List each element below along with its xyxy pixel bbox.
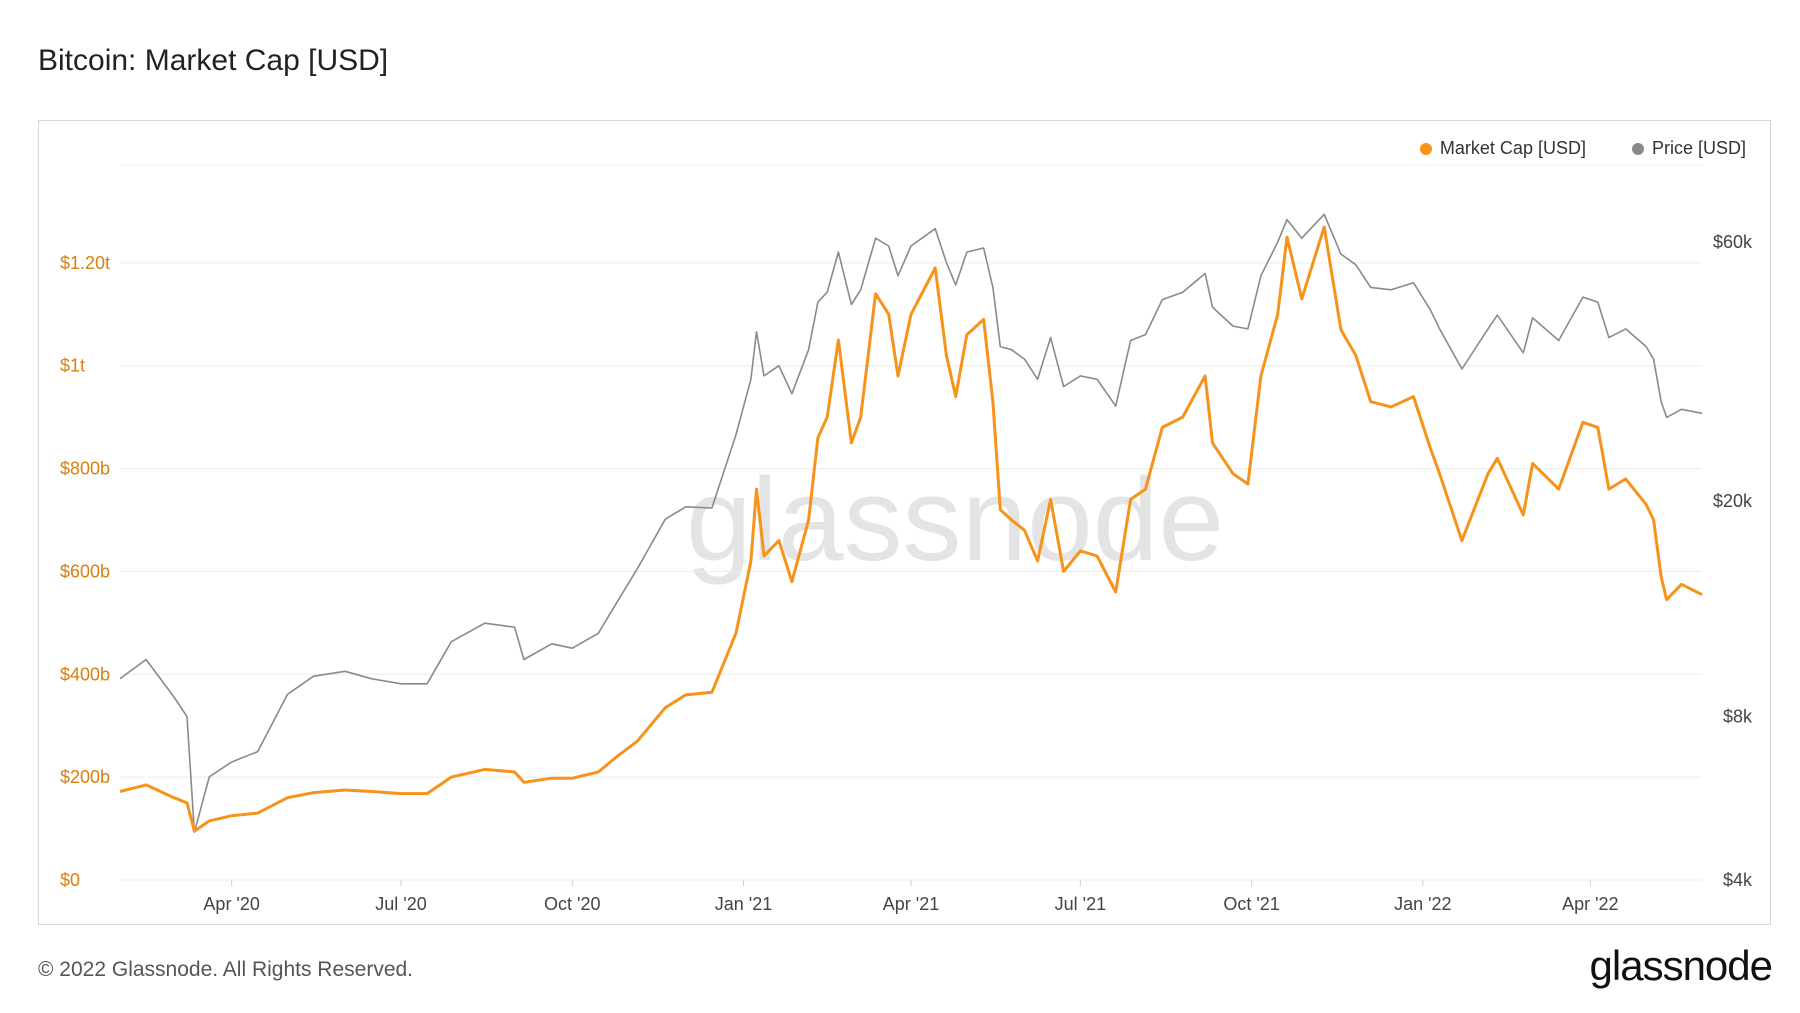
right-y-tick-label: $8k	[1723, 707, 1753, 727]
x-tick-label: Oct '21	[1223, 894, 1279, 914]
legend-label-market-cap: Market Cap [USD]	[1439, 138, 1586, 158]
series-lines	[119, 213, 1703, 833]
right-y-tick-label: $20k	[1713, 491, 1753, 511]
legend-dot-price	[1631, 142, 1644, 155]
x-tick-label: Jan '21	[715, 894, 772, 914]
right-y-axis: $4k $8k $20k $60k	[1713, 232, 1753, 890]
price-line	[119, 213, 1703, 833]
left-y-tick-label: $1.20t	[60, 253, 110, 273]
market-cap-line	[119, 225, 1703, 833]
legend-label-price: Price [USD]	[1651, 138, 1746, 158]
left-y-axis: $0 $200b $400b $600b $800b $1t $1.20t	[60, 253, 110, 890]
left-y-tick-label: $400b	[60, 664, 110, 684]
x-tick-label: Jul '20	[375, 894, 426, 914]
left-y-tick-label: $800b	[60, 459, 110, 479]
left-y-tick-label: $200b	[60, 767, 110, 787]
x-tick-label: Jan '22	[1394, 894, 1451, 914]
x-axis: Apr '20 Jul '20 Oct '20 Jan '21 Apr '21 Jul '…	[203, 880, 1619, 914]
x-tick-label: Apr '20	[203, 894, 259, 914]
chart-frame	[38, 120, 1771, 925]
glassnode-logo[interactable]: glassnode	[1589, 942, 1773, 989]
left-y-tick-label: $1t	[60, 356, 85, 376]
copyright-footer: © 2022 Glassnode. All Rights Reserved.	[38, 958, 414, 981]
page-title: Bitcoin: Market Cap [USD]	[38, 44, 389, 77]
left-y-tick-label: $600b	[60, 561, 110, 581]
right-y-tick-label: $4k	[1723, 870, 1753, 890]
legend-dot-market-cap	[1419, 142, 1432, 155]
x-tick-label: Apr '22	[1562, 894, 1618, 914]
right-y-tick-label: $60k	[1713, 232, 1753, 252]
x-tick-label: Jul '21	[1055, 894, 1106, 914]
left-y-tick-label: $0	[60, 870, 80, 890]
legend-item-price[interactable]: Price [USD]	[1631, 138, 1746, 159]
chart-watermark: glassnode	[686, 454, 1224, 586]
x-tick-label: Oct '20	[544, 894, 600, 914]
chart-legend: Market Cap [USD] Price [USD]	[1419, 138, 1746, 159]
legend-item-market-cap[interactable]: Market Cap [USD]	[1419, 138, 1586, 159]
x-tick-label: Apr '21	[883, 894, 939, 914]
